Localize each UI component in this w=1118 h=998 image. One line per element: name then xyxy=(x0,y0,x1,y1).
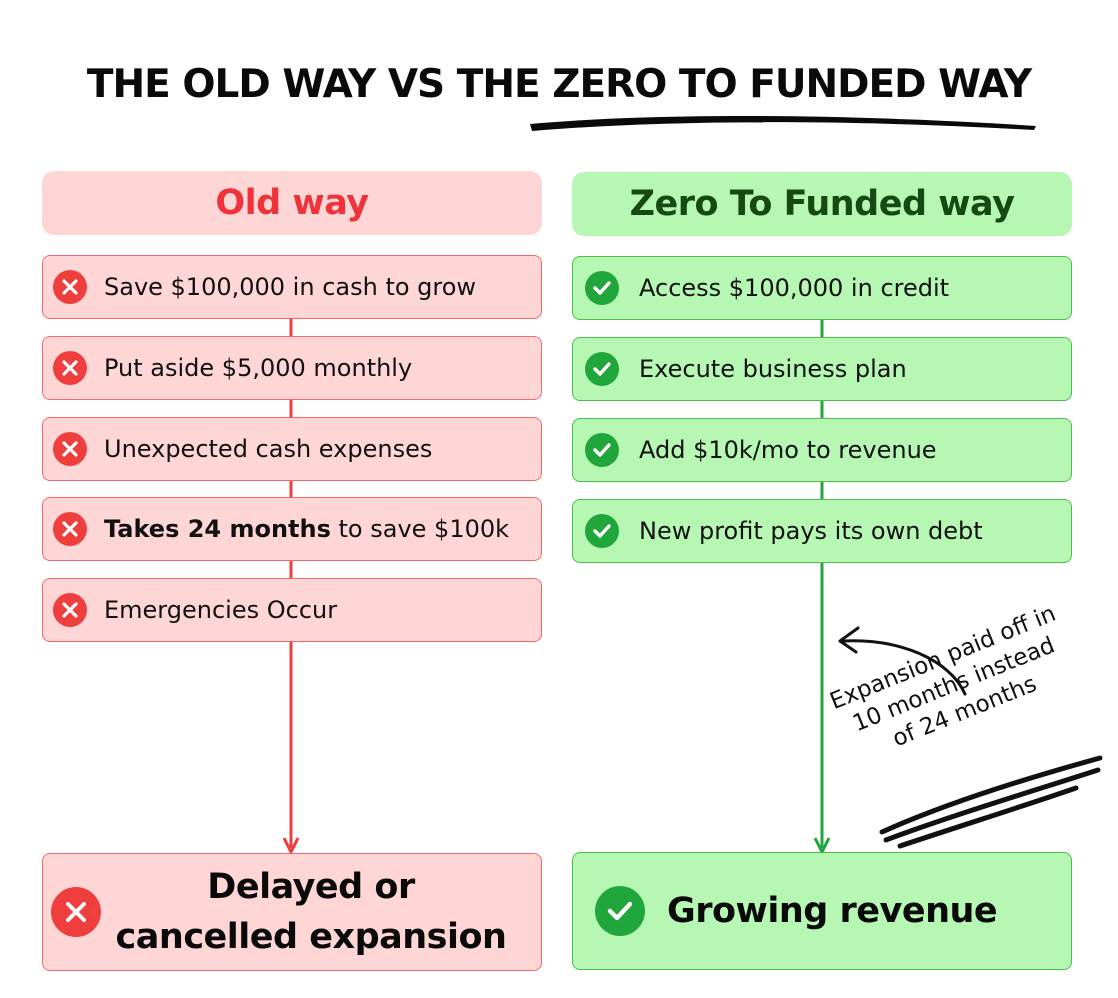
check-circle-icon xyxy=(595,886,645,936)
new-way-header: Zero To Funded way xyxy=(572,172,1072,236)
page-title: THE OLD WAY VS THE ZERO TO FUNDED WAY xyxy=(0,62,1118,107)
old-way-outcome: Delayed or cancelled expansion xyxy=(42,853,542,971)
old-step-label: Emergencies Occur xyxy=(104,596,338,624)
old-step: Takes 24 months to save $100k xyxy=(42,497,542,561)
annotation-arrowhead xyxy=(838,626,860,654)
new-step-label: New profit pays its own debt xyxy=(639,517,983,545)
old-way-outcome-label: Delayed or cancelled expansion xyxy=(115,867,507,957)
x-circle-icon xyxy=(51,887,101,937)
new-step-label: Access $100,000 in credit xyxy=(639,274,950,302)
new-way-header-label: Zero To Funded way xyxy=(629,184,1015,224)
old-step-label: Unexpected cash expenses xyxy=(104,435,433,463)
old-step: Put aside $5,000 monthly xyxy=(42,336,542,400)
title-highlight: ZERO TO FUNDED WAY xyxy=(552,62,1032,107)
new-step: New profit pays its own debt xyxy=(572,499,1072,563)
new-step: Add $10k/mo to revenue xyxy=(572,418,1072,482)
x-circle-icon xyxy=(53,512,87,546)
old-step-label: Put aside $5,000 monthly xyxy=(104,354,413,382)
old-step-label: Takes 24 months to save $100k xyxy=(104,515,509,543)
old-arrowhead xyxy=(282,837,300,856)
check-circle-icon xyxy=(585,433,619,467)
x-circle-icon xyxy=(53,432,87,466)
annotation-arrow xyxy=(840,639,967,696)
annotation-scribble xyxy=(879,755,1103,849)
title-plain: THE OLD WAY VS THE xyxy=(86,62,553,107)
old-step: Emergencies Occur xyxy=(42,578,542,642)
new-way-outcome: Growing revenue xyxy=(572,852,1072,970)
x-circle-icon xyxy=(53,593,87,627)
old-step: Unexpected cash expenses xyxy=(42,417,542,481)
new-step: Access $100,000 in credit xyxy=(572,256,1072,320)
old-way-header: Old way xyxy=(42,171,542,235)
x-circle-icon xyxy=(53,351,87,385)
new-step-label: Execute business plan xyxy=(639,355,907,383)
check-circle-icon xyxy=(585,271,619,305)
check-circle-icon xyxy=(585,352,619,386)
new-step-label: Add $10k/mo to revenue xyxy=(639,436,937,464)
old-step: Save $100,000 in cash to grow xyxy=(42,255,542,319)
old-step-bold: Takes 24 months xyxy=(104,515,331,543)
old-step-rest: to save $100k xyxy=(330,515,510,543)
old-step-label: Save $100,000 in cash to grow xyxy=(104,273,477,301)
x-circle-icon xyxy=(53,270,87,304)
old-way-header-label: Old way xyxy=(215,183,369,223)
new-step: Execute business plan xyxy=(572,337,1072,401)
check-circle-icon xyxy=(585,514,619,548)
title-underline xyxy=(530,116,1036,131)
new-way-outcome-label: Growing revenue xyxy=(667,891,998,931)
